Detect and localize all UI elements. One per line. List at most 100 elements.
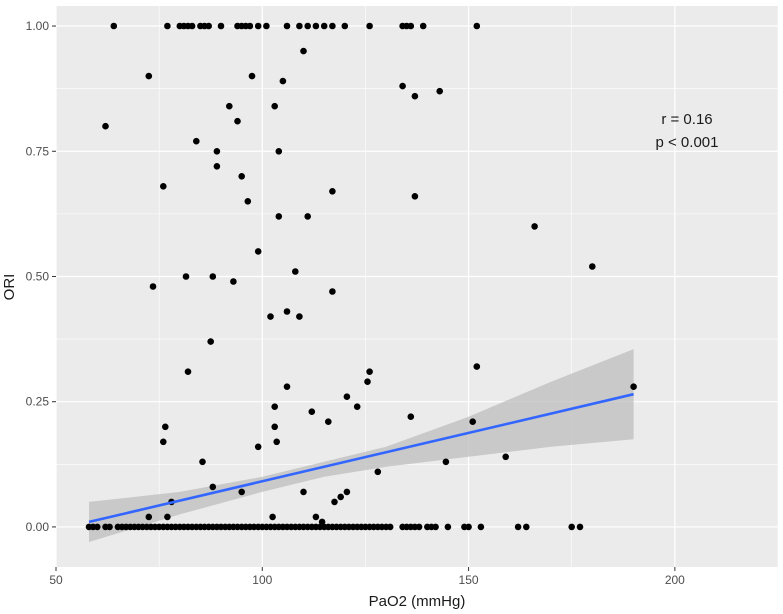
data-point bbox=[254, 443, 262, 451]
data-point bbox=[300, 47, 307, 55]
data-point bbox=[234, 117, 241, 125]
data-point bbox=[329, 288, 336, 295]
data-point bbox=[366, 368, 373, 376]
data-point bbox=[184, 368, 192, 376]
correlation-r-label: r = 0.16 bbox=[661, 111, 712, 128]
data-point bbox=[283, 22, 291, 30]
x-tick-label: 100 bbox=[252, 573, 272, 587]
data-point bbox=[300, 488, 307, 496]
data-point bbox=[312, 513, 320, 521]
data-point bbox=[283, 308, 291, 315]
data-point bbox=[353, 403, 361, 411]
data-point bbox=[331, 498, 338, 506]
data-point bbox=[296, 313, 303, 320]
data-point bbox=[207, 338, 214, 345]
data-point bbox=[209, 273, 217, 280]
confidence-band-area bbox=[89, 349, 634, 542]
data-point bbox=[271, 403, 279, 411]
data-point bbox=[364, 378, 371, 386]
data-point bbox=[407, 413, 415, 421]
data-point bbox=[193, 137, 200, 145]
data-point bbox=[160, 438, 167, 446]
data-point bbox=[304, 213, 312, 220]
data-point bbox=[568, 523, 575, 531]
y-tick-label: 0.75 bbox=[26, 144, 50, 158]
data-point bbox=[263, 22, 270, 30]
data-point bbox=[164, 22, 171, 30]
data-point bbox=[343, 393, 351, 401]
data-point bbox=[477, 523, 485, 531]
data-point bbox=[244, 198, 252, 205]
data-point bbox=[199, 458, 206, 466]
data-point bbox=[248, 72, 256, 80]
data-point bbox=[102, 122, 109, 130]
data-point bbox=[94, 523, 101, 531]
data-point bbox=[283, 383, 291, 391]
data-point bbox=[366, 22, 373, 30]
regression-line-segment bbox=[88, 392, 634, 524]
data-point bbox=[442, 458, 450, 466]
data-point bbox=[411, 92, 419, 100]
data-point bbox=[106, 523, 113, 531]
data-point bbox=[473, 363, 481, 370]
x-axis-title: PaO2 (mmHg) bbox=[369, 593, 466, 610]
data-point bbox=[589, 263, 596, 270]
y-tick-label: 0.25 bbox=[26, 395, 50, 409]
data-point bbox=[419, 22, 427, 30]
p-value-label: p < 0.001 bbox=[656, 134, 719, 151]
data-point bbox=[473, 22, 481, 30]
data-point bbox=[502, 453, 510, 461]
data-point bbox=[374, 468, 382, 476]
data-point bbox=[160, 183, 167, 190]
data-point bbox=[465, 523, 472, 531]
regression-line bbox=[88, 392, 634, 524]
data-point bbox=[292, 268, 299, 275]
data-point bbox=[325, 418, 332, 426]
data-point bbox=[630, 383, 637, 391]
data-point bbox=[279, 77, 287, 85]
data-point bbox=[523, 523, 530, 531]
x-tick-label: 50 bbox=[49, 573, 63, 587]
data-point bbox=[296, 22, 303, 30]
x-tick-label: 200 bbox=[665, 573, 685, 587]
data-point bbox=[329, 188, 336, 195]
data-point bbox=[182, 273, 190, 280]
data-point bbox=[110, 22, 118, 30]
data-point bbox=[246, 22, 254, 30]
data-point bbox=[149, 283, 157, 290]
data-point bbox=[436, 87, 444, 95]
data-point bbox=[343, 488, 351, 496]
y-axis-title: ORI bbox=[1, 274, 18, 301]
data-point bbox=[269, 513, 276, 521]
y-tick-label: 0.50 bbox=[26, 269, 50, 283]
data-point bbox=[304, 22, 312, 30]
data-point bbox=[238, 173, 245, 180]
axis-ticks: 50 100 150 200 0.00 0.25 0.50 0.75 1.00 bbox=[26, 19, 686, 587]
data-point bbox=[469, 418, 477, 426]
data-point bbox=[188, 22, 196, 30]
data-point bbox=[341, 22, 349, 30]
data-points bbox=[85, 22, 637, 531]
data-point bbox=[238, 488, 245, 496]
data-point bbox=[399, 82, 406, 90]
plot-panel bbox=[56, 6, 778, 567]
data-point bbox=[209, 483, 217, 491]
data-point bbox=[312, 22, 320, 30]
data-point bbox=[267, 313, 274, 320]
data-point bbox=[576, 523, 584, 531]
data-point bbox=[271, 102, 279, 110]
data-point bbox=[164, 513, 171, 521]
data-point bbox=[273, 438, 281, 446]
data-point bbox=[531, 223, 538, 230]
data-point bbox=[254, 248, 262, 255]
data-point bbox=[308, 408, 316, 416]
data-point bbox=[230, 278, 237, 285]
data-point bbox=[514, 523, 522, 531]
data-point bbox=[386, 523, 394, 531]
data-point bbox=[205, 22, 212, 30]
data-point bbox=[275, 148, 283, 155]
data-point bbox=[415, 523, 423, 531]
data-point bbox=[411, 193, 419, 200]
data-point bbox=[213, 163, 221, 170]
x-tick-label: 150 bbox=[459, 573, 479, 587]
